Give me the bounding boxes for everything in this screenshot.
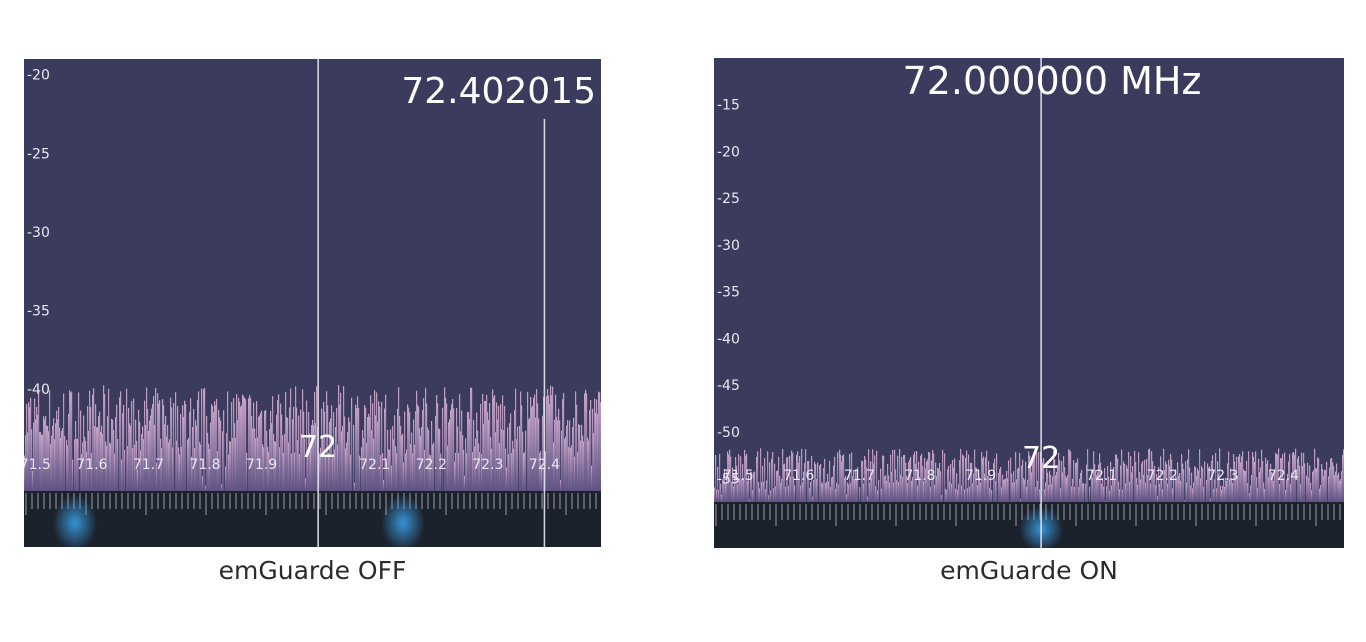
x-tick-label: 72.1 bbox=[1086, 468, 1117, 484]
y-tick-label: -20 bbox=[717, 144, 740, 160]
x-tick-label: 72.2 bbox=[416, 457, 447, 473]
x-tick-label: 71.9 bbox=[965, 468, 996, 484]
spectrum-panel-emguarde-on: -15 -20 -25 -30 -35 -40 -45 -50 -55 71.5 71.6 71.7 7… bbox=[714, 58, 1344, 548]
caption-emguarde-on: emGuarde ON bbox=[940, 556, 1118, 585]
y-tick-label: -20 bbox=[27, 68, 50, 84]
y-tick-label: -35 bbox=[717, 285, 740, 301]
y-tick-label: -30 bbox=[27, 225, 50, 241]
x-tick-label: 71.6 bbox=[783, 468, 814, 484]
y-tick-label: -45 bbox=[717, 378, 740, 394]
waterfall-signal bbox=[52, 495, 97, 547]
x-tick-label: 72.4 bbox=[1268, 468, 1299, 484]
plot-background bbox=[714, 58, 1344, 502]
x-tick-label: 72.2 bbox=[1147, 468, 1178, 484]
spectrum-chart-off: -20 -25 -30 -35 -40 71.5 71.6 71.7 71.8 71.9 72.1 7… bbox=[24, 59, 601, 547]
x-tick-label: 72.3 bbox=[472, 457, 503, 473]
x-tick-label: 71.8 bbox=[904, 468, 935, 484]
spectrum-panel-emguarde-off: -20 -25 -30 -35 -40 71.5 71.6 71.7 71.8 71.9 72.1 7… bbox=[24, 59, 601, 547]
x-tick-label: 72.3 bbox=[1207, 468, 1238, 484]
x-tick-label: 71.9 bbox=[246, 457, 277, 473]
x-tick-label: 71.5 bbox=[723, 468, 754, 484]
waterfall-signal bbox=[381, 495, 426, 547]
y-tick-label: -40 bbox=[717, 331, 740, 347]
x-tick-label: 71.7 bbox=[133, 457, 164, 473]
y-tick-label: -15 bbox=[717, 98, 740, 114]
waterfall-ruler bbox=[715, 504, 1341, 526]
y-tick-label: -50 bbox=[717, 425, 740, 441]
y-tick-label: -25 bbox=[27, 146, 50, 162]
waterfall-display bbox=[24, 491, 601, 547]
x-tick-label: 71.7 bbox=[844, 468, 875, 484]
frequency-readout: 72.000000 MHz bbox=[903, 59, 1202, 103]
y-tick-label: -30 bbox=[717, 238, 740, 254]
y-tick-label: -40 bbox=[27, 382, 50, 398]
x-tick-label: 71.5 bbox=[24, 457, 51, 473]
y-tick-label: -55 bbox=[717, 472, 740, 488]
spectrum-trace bbox=[24, 385, 601, 491]
waterfall-ruler bbox=[25, 493, 597, 515]
y-tick-label: -25 bbox=[717, 191, 740, 207]
y-tick-label: -35 bbox=[27, 303, 50, 319]
x-tick-label: 72.1 bbox=[359, 457, 390, 473]
x-tick-label: 71.8 bbox=[189, 457, 220, 473]
x-tick-label: 71.6 bbox=[76, 457, 107, 473]
caption-emguarde-off: emGuarde OFF bbox=[218, 556, 407, 585]
frequency-readout: 72.402015 bbox=[401, 71, 596, 112]
spectrum-trace bbox=[714, 448, 1344, 502]
